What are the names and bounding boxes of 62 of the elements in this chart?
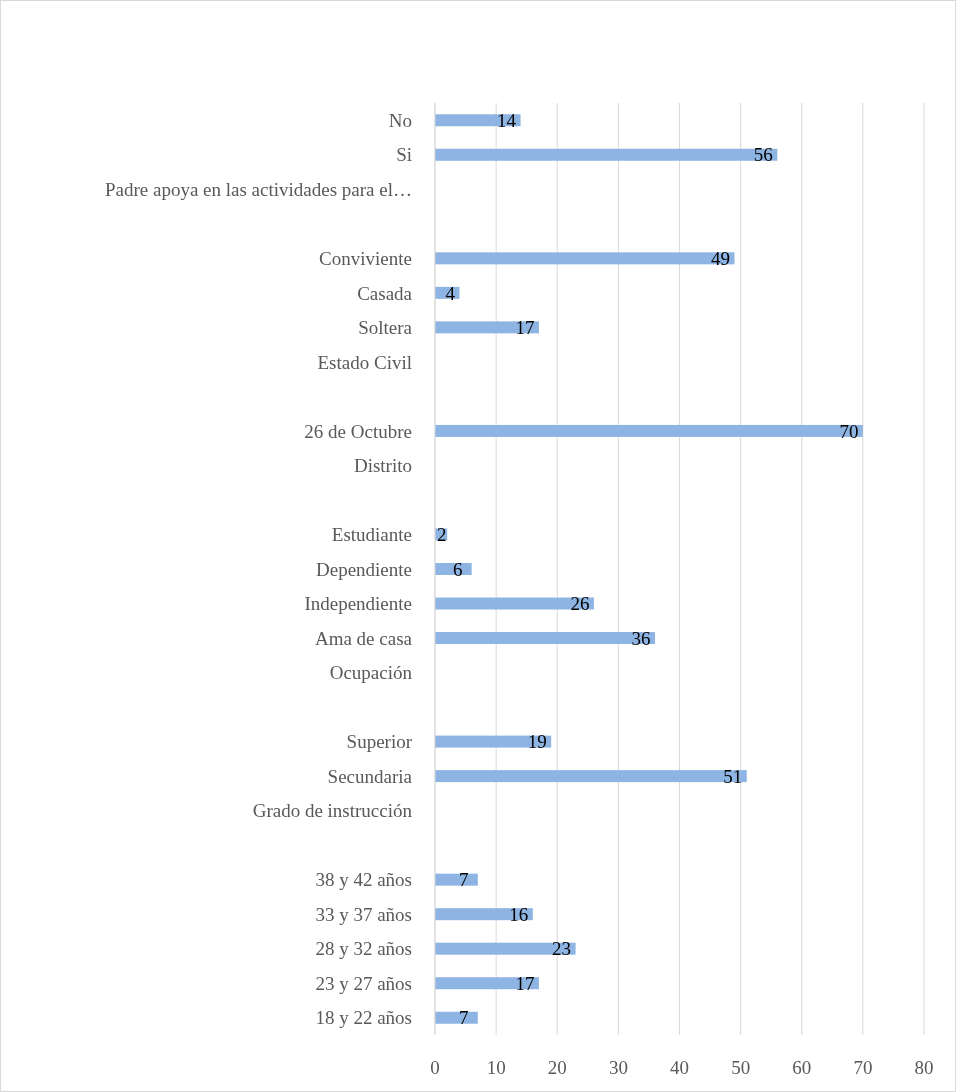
y-tick-label: No bbox=[388, 109, 412, 131]
bar bbox=[435, 873, 478, 886]
y-tick-label: Secundaria bbox=[327, 765, 413, 787]
y-tick-label: Si bbox=[396, 144, 412, 166]
bar bbox=[435, 114, 521, 127]
bar bbox=[435, 424, 863, 437]
data-label: 26 bbox=[570, 593, 590, 615]
y-tick-label: 33 y 37 años bbox=[315, 903, 412, 925]
x-tick-label: 60 bbox=[792, 1057, 812, 1078]
bar bbox=[435, 942, 576, 955]
data-label: 23 bbox=[552, 938, 572, 960]
y-tick-label: Ocupación bbox=[329, 662, 413, 684]
data-label: 70 bbox=[839, 420, 859, 442]
y-tick-label: Dependiente bbox=[315, 558, 412, 580]
y-tick-label: Estudiante bbox=[331, 524, 412, 546]
bar bbox=[435, 252, 735, 265]
y-tick-label: 38 y 42 años bbox=[315, 869, 412, 891]
bar bbox=[435, 735, 552, 748]
bar bbox=[435, 321, 539, 334]
bar bbox=[435, 770, 747, 783]
bar bbox=[435, 977, 539, 990]
y-tick-label: Ama de casa bbox=[314, 627, 413, 649]
x-tick-label: 50 bbox=[731, 1057, 751, 1078]
bar bbox=[435, 1011, 478, 1024]
bar bbox=[435, 908, 533, 921]
y-tick-label: Independiente bbox=[304, 593, 412, 615]
x-tick-label: 80 bbox=[914, 1057, 934, 1078]
x-tick-label: 30 bbox=[608, 1057, 628, 1078]
y-tick-label: Grado de instrucción bbox=[252, 800, 413, 822]
y-tick-label: 18 y 22 años bbox=[315, 1007, 412, 1029]
data-label: 14 bbox=[497, 109, 517, 131]
data-label: 7 bbox=[459, 1007, 469, 1029]
y-tick-label: 23 y 27 años bbox=[315, 972, 412, 994]
data-label: 7 bbox=[459, 869, 469, 891]
x-tick-label: 70 bbox=[853, 1057, 873, 1078]
data-label: 49 bbox=[711, 247, 731, 269]
y-tick-label: Casada bbox=[357, 282, 413, 304]
y-tick-label: 28 y 32 años bbox=[315, 938, 412, 960]
data-label: 16 bbox=[509, 903, 529, 925]
x-tick-label: 40 bbox=[670, 1057, 689, 1078]
data-label: 51 bbox=[723, 765, 743, 787]
x-tick-label: 20 bbox=[547, 1057, 567, 1078]
data-label: 6 bbox=[452, 558, 463, 580]
bar bbox=[435, 148, 778, 161]
y-tick-label: Distrito bbox=[353, 455, 412, 477]
y-tick-label: Soltera bbox=[358, 317, 413, 339]
x-tick-label: 10 bbox=[486, 1057, 506, 1078]
y-tick-label: Conviviente bbox=[319, 247, 412, 269]
y-tick-label: Superior bbox=[346, 731, 413, 753]
data-label: 2 bbox=[437, 524, 447, 546]
data-label: 4 bbox=[445, 282, 456, 304]
y-tick-label: 26 de Octubre bbox=[304, 420, 412, 442]
data-label: 36 bbox=[631, 627, 651, 649]
y-tick-label: Estado Civil bbox=[317, 351, 412, 373]
data-label: 56 bbox=[753, 144, 773, 166]
y-tick-label: Padre apoya en las actividades para el… bbox=[104, 178, 412, 200]
data-label: 19 bbox=[527, 731, 547, 753]
data-label: 17 bbox=[515, 317, 535, 339]
data-label: 17 bbox=[515, 972, 535, 994]
bar bbox=[435, 597, 594, 610]
x-tick-label: 0 bbox=[430, 1057, 440, 1078]
bar bbox=[435, 632, 656, 645]
